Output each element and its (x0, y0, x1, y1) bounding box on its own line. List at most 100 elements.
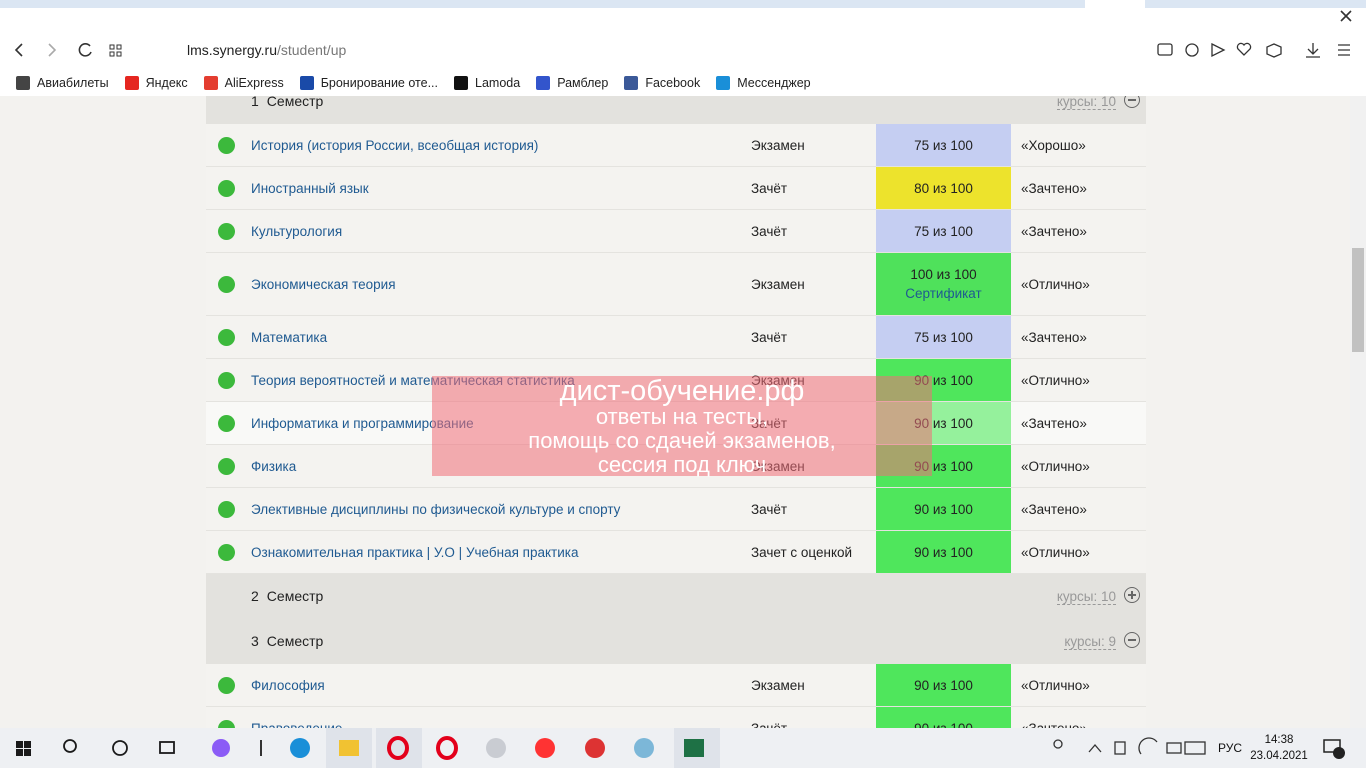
bookmark-icon (716, 76, 731, 90)
status-dot (218, 500, 235, 518)
notifications[interactable] (1322, 738, 1348, 760)
cortana[interactable] (112, 740, 128, 756)
bookmark[interactable]: Мессенджер (716, 74, 811, 92)
status-dot (218, 414, 235, 432)
course-link[interactable]: Математика (251, 329, 328, 345)
control-type: Зачёт (751, 501, 788, 517)
score-cell: 75 из 100 (876, 210, 1011, 252)
clock[interactable]: 14:38 23.04.2021 (1250, 732, 1308, 764)
favorites[interactable] (1236, 42, 1252, 56)
table-body: 1 Семестр курсы: 10 История (история России… (206, 96, 1146, 728)
course-link[interactable]: Информатика и программирование (251, 415, 474, 431)
language[interactable]: РУС (1218, 741, 1243, 755)
course-link[interactable]: Элективные дисциплины по физической куль… (251, 501, 621, 517)
paint[interactable] (634, 738, 654, 758)
bookmark[interactable]: Авиабилеты (16, 74, 109, 92)
task-view[interactable] (159, 741, 175, 754)
app[interactable] (585, 738, 605, 758)
active-tab[interactable] (1085, 0, 1145, 8)
toggle-minus (1128, 99, 1136, 101)
semester-header[interactable]: 1 Семестр курсы: 10 (206, 96, 1146, 124)
certificate-link[interactable]: Сертификат (905, 286, 982, 301)
status-dot (218, 222, 235, 240)
forward[interactable] (48, 43, 57, 57)
back[interactable] (14, 43, 23, 57)
status-dot (218, 328, 235, 346)
control-type: Экзамен (751, 276, 805, 292)
bookmark-icon (16, 76, 30, 90)
scroll-thumb[interactable] (1352, 248, 1364, 352)
reload[interactable] (78, 43, 92, 57)
hp[interactable] (486, 738, 506, 758)
menu[interactable] (1338, 44, 1350, 56)
grade: «Зачтено» (1021, 329, 1087, 345)
opera[interactable] (387, 736, 409, 760)
toggle[interactable] (1124, 96, 1140, 108)
explorer[interactable] (339, 740, 359, 756)
bookmark-label: Авиабилеты (37, 76, 109, 90)
snapshot[interactable] (1157, 43, 1173, 56)
control-type: Зачёт (751, 223, 788, 239)
semester-header[interactable]: 3 Семестр курсы: 9 (206, 619, 1146, 664)
course-link[interactable]: Ознакомительная практика | У.О | Учебная… (251, 544, 579, 560)
grades-table: 1 Семестр курсы: 10 История (история России… (206, 96, 1146, 728)
grade: «Зачтено» (1021, 180, 1087, 196)
close-button[interactable] (1336, 6, 1356, 26)
yandex[interactable] (535, 738, 555, 758)
score: 80 из 100 (914, 180, 973, 196)
downloads[interactable] (1306, 43, 1320, 58)
courses-count[interactable]: курсы: 9 (1064, 634, 1116, 650)
opera-2[interactable] (436, 736, 458, 760)
watermark-line: ответы на тесты, (595, 404, 769, 429)
watermark-line: дист-обучение.рф (559, 375, 805, 407)
status-dot (218, 719, 235, 728)
control-type: Зачёт (751, 329, 788, 345)
course-link[interactable]: Культурология (251, 223, 343, 239)
taskbar-icons (16, 728, 720, 768)
score-cell: 90 из 100 (876, 531, 1011, 573)
course-link[interactable]: Экономическая теория (251, 276, 396, 292)
toggle[interactable] (1124, 632, 1140, 648)
bookmark[interactable]: Lamoda (454, 74, 520, 92)
bookmark[interactable]: Бронирование оте... (299, 74, 438, 92)
score: 100 из 100 (910, 267, 977, 282)
extensions[interactable] (1266, 43, 1282, 58)
course-row: Правоведение Зачёт 90 из 100 «Зачтено» (206, 707, 1146, 728)
score-cell: 90 из 100 (876, 707, 1011, 728)
send[interactable] (1211, 42, 1226, 58)
adblock[interactable] (1185, 43, 1199, 57)
bookmark[interactable]: Facebook (624, 74, 700, 92)
edge[interactable] (290, 738, 310, 758)
semester-header[interactable]: 2 Семестр курсы: 10 (206, 574, 1146, 619)
course-link[interactable]: Правоведение (251, 720, 343, 729)
address-bar[interactable]: lms.synergy.ru/student/up (187, 42, 346, 58)
browser-toolbar: lms.synergy.ru/student/up Авиабилеты Янде… (0, 0, 1366, 96)
courses-count[interactable]: курсы: 10 (1056, 96, 1116, 110)
courses-count[interactable]: курсы: 10 (1056, 589, 1116, 605)
bookmark[interactable]: Рамблер (536, 74, 608, 92)
course-link[interactable]: Иностранный язык (251, 180, 369, 196)
course-row: Элективные дисциплины по физической куль… (206, 488, 1146, 531)
course-link[interactable]: Философия (251, 677, 325, 693)
toggle[interactable] (1124, 587, 1140, 603)
search[interactable] (63, 739, 77, 753)
start[interactable] (16, 741, 31, 756)
scrollbar[interactable] (1350, 96, 1366, 728)
alice[interactable] (212, 739, 230, 757)
score: 90 из 100 (914, 677, 973, 693)
toolbar-icons (1157, 42, 1350, 58)
speed-dial[interactable] (109, 44, 122, 57)
course-link[interactable]: История (история России, всеобщая истори… (251, 137, 539, 153)
score: 75 из 100 (914, 329, 973, 345)
excel[interactable] (684, 739, 704, 757)
semester-label: Семестр (266, 633, 324, 649)
bookmark-label: Бронирование оте... (320, 76, 438, 90)
course-row: История (история России, всеобщая истори… (206, 124, 1146, 167)
course-link[interactable]: Физика (251, 458, 297, 474)
course-row: Экономическая теория Экзамен 100 из 100 Сер… (206, 253, 1146, 316)
grade: «Зачтено» (1021, 501, 1087, 517)
bookmark[interactable]: Яндекс (124, 74, 188, 92)
bookmark[interactable]: AliExpress (203, 74, 284, 92)
bookmark-label: Рамблер (557, 76, 609, 90)
